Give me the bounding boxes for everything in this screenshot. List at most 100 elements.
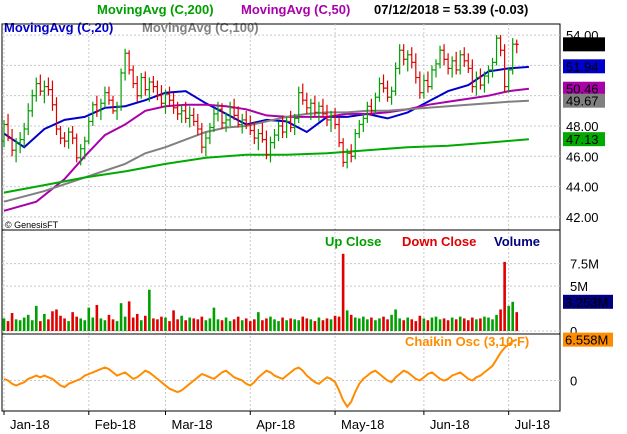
price-tick-label: 42.00 — [566, 210, 599, 225]
volume-bar — [244, 318, 248, 331]
legend-up-close: Up Close — [325, 234, 381, 249]
price-bar — [70, 125, 75, 145]
volume-bar — [131, 317, 135, 331]
volume-bar — [103, 320, 107, 331]
date-tick-label: Apr-18 — [256, 417, 295, 432]
volume-bar — [458, 316, 462, 331]
price-bar — [438, 45, 443, 69]
price-bar — [155, 80, 160, 101]
price-bar — [248, 115, 253, 136]
volume-bar — [26, 314, 30, 331]
price-bar — [175, 101, 180, 120]
price-bar — [232, 98, 237, 120]
chaikin-last-label: 6.558M — [563, 332, 613, 348]
volume-bar — [321, 320, 325, 331]
volume-bar — [289, 318, 292, 331]
volume-bar — [297, 320, 301, 331]
price-bar — [280, 115, 285, 139]
volume-bar — [240, 320, 244, 331]
volume-bar — [345, 310, 349, 331]
price-bar — [26, 103, 31, 136]
price-bar — [324, 104, 329, 126]
volume-bar — [337, 316, 341, 331]
volume-bar — [34, 305, 38, 331]
volume-bar — [386, 319, 389, 331]
volume-bar — [499, 309, 502, 331]
ma100-value-label: 49.67 — [566, 94, 599, 109]
price-bar — [377, 77, 382, 102]
volume-bar — [164, 317, 167, 331]
volume-bar — [422, 318, 426, 331]
price-bar — [429, 65, 434, 90]
volume-bar — [59, 315, 62, 331]
price-bar — [82, 136, 87, 160]
volume-bar — [220, 320, 224, 331]
chaikin-value-box — [563, 332, 613, 347]
volume-bar — [273, 319, 276, 331]
volume-bar — [139, 320, 143, 331]
price-bar — [288, 110, 293, 133]
volume-bar — [438, 319, 442, 331]
date-tick-label: Mar-18 — [171, 417, 212, 432]
volume-bar — [418, 315, 422, 331]
price-bar — [425, 71, 430, 93]
volume-bar — [30, 320, 34, 331]
volume-bar — [269, 316, 272, 331]
price-bar — [66, 127, 71, 149]
volume-bar — [277, 321, 280, 331]
price-bar — [433, 59, 438, 78]
price-bar — [115, 101, 120, 120]
price-bar — [393, 62, 398, 96]
chaikin-axis: 0 — [570, 374, 577, 389]
date-tick-label: Feb-18 — [95, 417, 136, 432]
volume-bar — [172, 310, 175, 331]
watermark: © GenesisFT — [5, 220, 59, 230]
volume-bar — [265, 318, 268, 331]
price-bar — [159, 85, 164, 108]
price-bar — [466, 53, 471, 73]
price-bar — [369, 98, 374, 116]
volume-bar — [212, 307, 216, 331]
price-bar — [6, 113, 11, 142]
volume-bar — [394, 309, 397, 331]
price-bar — [90, 101, 95, 126]
volume-bar — [366, 319, 369, 331]
volume-bar — [426, 320, 430, 331]
price-bar — [224, 112, 229, 133]
volume-bar — [317, 317, 321, 331]
volume-bar — [398, 318, 401, 331]
price-bar — [320, 98, 325, 117]
price-bar — [50, 80, 55, 111]
volume-bar — [196, 319, 200, 331]
volume-bar — [176, 319, 179, 331]
volume-bar — [232, 319, 236, 331]
volume-bar — [75, 316, 78, 331]
price-bar — [207, 122, 212, 145]
price-bar — [228, 101, 233, 126]
volume-bar — [382, 316, 385, 331]
chaikin-tick-label: 0 — [570, 374, 577, 389]
legend-down-close: Down Close — [402, 234, 476, 249]
price-bar — [413, 53, 418, 84]
price-bar — [292, 113, 297, 136]
ma200-value-box — [563, 132, 605, 147]
volume-bar — [111, 319, 115, 331]
price-bar — [22, 122, 27, 148]
price-bar — [98, 98, 103, 120]
price-bar — [131, 65, 136, 89]
price-bar — [409, 47, 414, 69]
price-bar — [385, 80, 390, 102]
volume-bar — [107, 314, 111, 331]
price-bar — [191, 107, 196, 126]
volume-bar — [507, 305, 510, 331]
price-bar — [34, 77, 39, 102]
price-bar — [10, 129, 15, 157]
ma100-title: MovingAvg (C,100) — [142, 20, 259, 35]
price-bar — [276, 121, 281, 142]
ma20-title: MovingAvg (C,20) — [4, 20, 113, 35]
close-value-box — [563, 37, 605, 52]
price-bar — [86, 116, 91, 145]
volume-bar — [293, 319, 296, 331]
price-bar — [46, 77, 51, 96]
volume-bar — [236, 316, 240, 331]
